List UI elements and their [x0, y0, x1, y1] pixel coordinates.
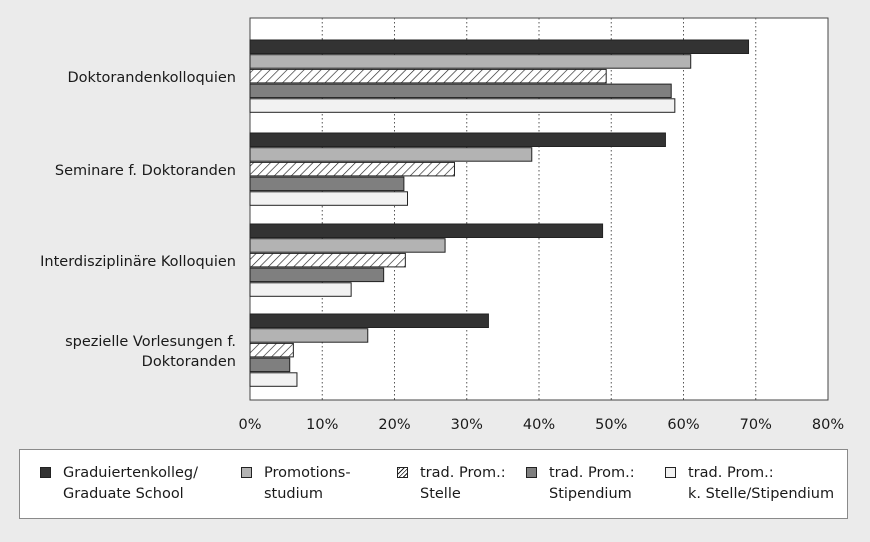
legend-label: trad. Prom.: Stipendium	[549, 465, 635, 502]
category-label: spezielle Vorlesungen f. Doktoranden	[65, 334, 236, 370]
legend-label: trad. Prom.: k. Stelle/Stipendium	[688, 465, 835, 502]
x-tick-label: 50%	[595, 417, 627, 433]
x-tick-label: 30%	[451, 417, 483, 433]
legend-item: Promotions- studium	[241, 463, 351, 505]
bar	[249, 372, 298, 387]
bar	[249, 39, 750, 54]
legend-swatch	[40, 467, 51, 478]
bar	[249, 357, 291, 373]
bar	[249, 176, 405, 192]
bar	[249, 191, 409, 206]
bar	[249, 147, 533, 162]
legend-swatch	[397, 467, 408, 478]
x-tick-label: 70%	[740, 417, 772, 433]
category-label: Doktorandenkolloquien	[67, 70, 236, 86]
legend-item: trad. Prom.: Stelle	[397, 463, 506, 505]
x-tick-label: 20%	[378, 417, 410, 433]
legend: Graduiertenkolleg/ Graduate School Promot…	[19, 449, 848, 519]
bar	[249, 98, 676, 113]
bar	[249, 68, 607, 84]
bar	[249, 313, 489, 328]
bar	[249, 342, 294, 358]
legend-item: Graduiertenkolleg/ Graduate School	[40, 463, 198, 505]
legend-swatch	[665, 467, 676, 478]
bar	[249, 83, 672, 99]
category-label: Seminare f. Doktoranden	[55, 163, 236, 179]
bar	[249, 328, 369, 343]
legend-label: Graduiertenkolleg/ Graduate School	[63, 465, 199, 502]
x-tick-label: 80%	[812, 417, 844, 433]
bar	[249, 54, 692, 69]
bar	[249, 223, 604, 238]
x-tick-label: 0%	[238, 417, 261, 433]
x-tick-label: 10%	[306, 417, 338, 433]
legend-label: trad. Prom.: Stelle	[420, 465, 506, 502]
legend-swatch	[241, 467, 252, 478]
bar	[249, 161, 455, 177]
bar	[249, 238, 446, 253]
category-label: Interdisziplinäre Kolloquien	[40, 254, 236, 270]
x-tick-label: 60%	[667, 417, 699, 433]
bar	[249, 282, 352, 297]
legend-swatch	[526, 467, 537, 478]
legend-item: trad. Prom.: Stipendium	[526, 463, 635, 505]
x-tick-label: 40%	[523, 417, 555, 433]
bar	[249, 252, 406, 268]
legend-label: Promotions- studium	[264, 465, 351, 502]
bar	[249, 132, 666, 147]
bar	[249, 267, 385, 283]
legend-item: trad. Prom.: k. Stelle/Stipendium	[665, 463, 834, 505]
